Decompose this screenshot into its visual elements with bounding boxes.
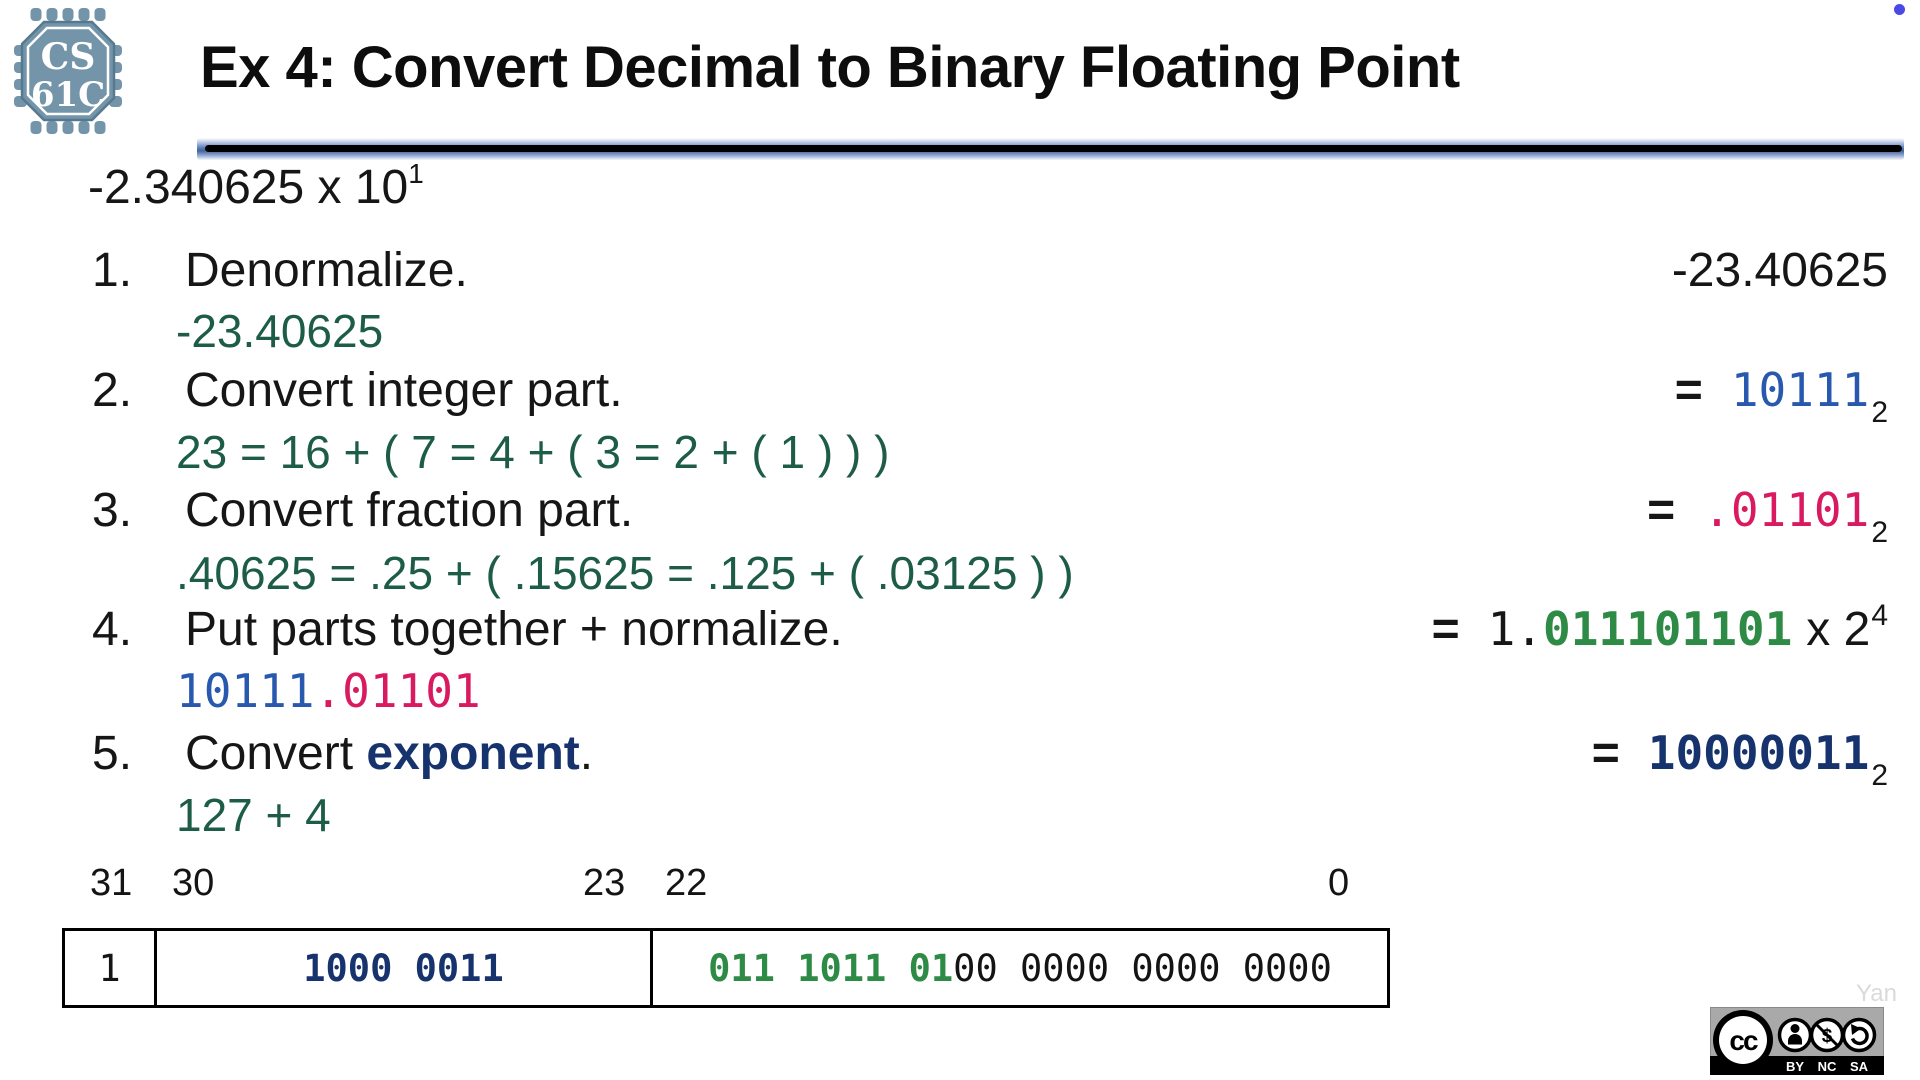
- step-2-work: 23 = 16 + ( 7 = 4 + ( 3 = 2 + ( 1 ) ) ): [176, 426, 890, 478]
- step-5-label: Convert exponent.: [185, 726, 593, 781]
- person-icon: [1790, 1024, 1800, 1033]
- step-2-result: = 101112: [1674, 363, 1888, 429]
- step-4-row: 4. Put parts together + normalize. = 1.01…: [92, 599, 1888, 657]
- sa-circle-icon: [1841, 1017, 1877, 1053]
- step-4-leading-one: 1.: [1487, 602, 1544, 656]
- step-4-power: 4: [1871, 599, 1888, 632]
- step-4-work-integer: 10111: [176, 664, 315, 718]
- step-2-binary-value: 10111: [1730, 363, 1870, 417]
- step-5-work: 127 + 4: [176, 789, 331, 841]
- by-label: BY: [1786, 1059, 1804, 1074]
- step-5-label-exponent: exponent: [366, 727, 580, 780]
- step-4-work-fraction: .01101: [314, 664, 481, 718]
- logo-text-61c: 61C: [31, 75, 105, 115]
- step-2-label: Convert integer part.: [185, 364, 623, 417]
- title-divider: [197, 138, 1904, 160]
- base-subscript: 2: [1871, 516, 1888, 549]
- step-3-row: 3. Convert fraction part. = .011012: [92, 483, 1888, 549]
- problem-value: -2.340625 x 10: [88, 161, 409, 214]
- cc-by-nc-sa-icon: cc $ BY NC SA: [1710, 1007, 1884, 1075]
- divider-line: [205, 145, 1902, 152]
- step-1-result: -23.40625: [1672, 243, 1888, 298]
- step-5-result: = 100000112: [1591, 726, 1888, 792]
- step-1-number: 1.: [92, 244, 133, 297]
- step-3-number: 3.: [92, 484, 133, 537]
- step-2-row: 2. Convert integer part. = 101112: [92, 363, 1888, 429]
- equals-sign: =: [1647, 484, 1676, 537]
- equals-sign: =: [1674, 364, 1703, 417]
- step-3-label: Convert fraction part.: [185, 484, 634, 537]
- fraction-bits-cell: 011 1011 01 00 0000 0000 0000: [653, 931, 1387, 1005]
- step-1-row: 1. Denormalize. -23.40625: [92, 243, 1888, 298]
- step-4-number: 4.: [92, 603, 133, 656]
- step-4-mantissa: 011101101: [1543, 602, 1793, 656]
- step-3-work: .40625 = .25 + ( .15625 = .125 + ( .0312…: [176, 547, 1074, 599]
- fraction-significant-bits: 011 1011 01: [708, 946, 954, 990]
- float-register-table: 1 1000 0011 011 1011 01 00 0000 0000 0000: [62, 928, 1390, 1008]
- bit-label-0: 0: [1328, 862, 1350, 904]
- step-5-binary-value: 10000011: [1647, 726, 1870, 780]
- base-subscript: 2: [1871, 396, 1888, 429]
- step-5-label-period: .: [579, 727, 594, 780]
- sign-bit-cell: 1: [65, 931, 157, 1005]
- bit-label-22: 22: [665, 862, 708, 904]
- cc-text: cc: [1729, 1025, 1758, 1056]
- equals-sign: =: [1591, 727, 1620, 780]
- step-2-number: 2.: [92, 364, 133, 417]
- page-title: Ex 4: Convert Decimal to Binary Floating…: [200, 35, 1460, 100]
- bit-label-30: 30: [172, 862, 215, 904]
- bit-index-labels: 31 30 23 22 0: [62, 862, 1390, 908]
- sa-label: SA: [1850, 1059, 1869, 1074]
- chip-icon: CS 61C: [14, 8, 122, 134]
- step-4-work: 10111.01101: [176, 664, 481, 718]
- step-5-label-pre: Convert: [185, 727, 367, 780]
- step-3-result: = .011012: [1647, 483, 1888, 549]
- problem-exponent: 1: [408, 158, 424, 189]
- cs61c-logo: CS 61C: [14, 6, 122, 136]
- equals-sign: =: [1431, 603, 1460, 656]
- fraction-zero-bits: 00 0000 0000 0000: [953, 946, 1332, 990]
- nc-label: NC: [1818, 1059, 1837, 1074]
- logo-text-cs: CS: [41, 36, 96, 78]
- step-3-binary-value: .01101: [1703, 483, 1870, 537]
- problem-statement: -2.340625 x 101: [88, 158, 424, 215]
- cc-license-badge: cc $ BY NC SA: [1710, 1007, 1884, 1075]
- step-5-number: 5.: [92, 727, 133, 780]
- bit-label-23: 23: [583, 862, 626, 904]
- base-subscript: 2: [1871, 759, 1888, 792]
- step-4-label: Put parts together + normalize.: [185, 603, 843, 656]
- bit-label-31: 31: [90, 862, 133, 904]
- step-4-times-base: x 2: [1806, 603, 1871, 656]
- step-1-work: -23.40625: [176, 305, 384, 357]
- step-5-row: 5. Convert exponent. = 100000112: [92, 726, 1888, 792]
- step-1-label: Denormalize.: [185, 244, 468, 297]
- status-dot: [1894, 4, 1905, 15]
- exponent-bits-cell: 1000 0011: [157, 931, 653, 1005]
- author-watermark: Yan: [1856, 980, 1897, 1007]
- step-4-result: = 1.011101101 x 24: [1431, 599, 1888, 657]
- step-1-result-value: -23.40625: [1671, 244, 1888, 297]
